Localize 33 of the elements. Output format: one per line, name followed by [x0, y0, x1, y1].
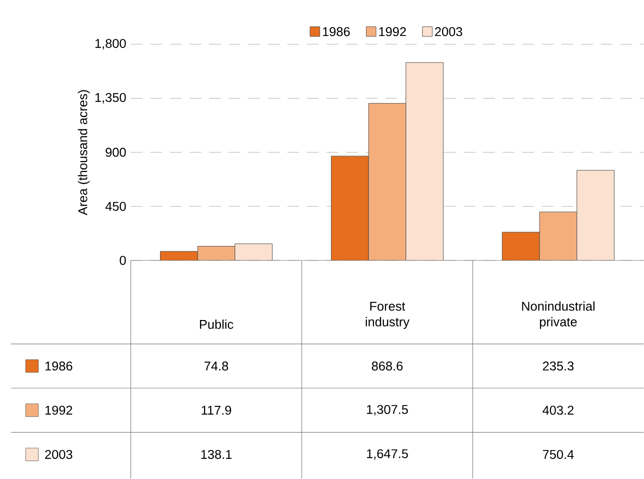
y-tick-label: 1,350: [95, 93, 126, 104]
data-label: 117.9: [202, 406, 232, 415]
bar: [368, 103, 406, 260]
data-label: 1,647.5: [366, 449, 408, 460]
data-label: 1,307.5: [366, 405, 408, 416]
bar: [576, 170, 614, 260]
data-label: 750.4: [542, 450, 574, 460]
bar: [160, 251, 198, 260]
text: 1986: [45, 362, 72, 371]
bar: [234, 244, 273, 260]
legend-label: 1992: [379, 27, 406, 36]
text: 1992: [45, 406, 72, 415]
x-tick-label: Forest industry: [366, 302, 410, 329]
bar: [406, 62, 444, 260]
y-tick-label: 900: [106, 148, 126, 157]
data-label: 74.8: [204, 362, 228, 371]
legend-label: 2003: [435, 27, 462, 36]
text: 2003: [45, 450, 72, 460]
data-label: 235.3: [542, 362, 574, 371]
y-tick-label: 450: [105, 202, 126, 211]
bar: [197, 246, 236, 260]
y-tick-label: 1,800: [95, 39, 126, 50]
y-tick-label: 0: [120, 256, 126, 265]
y-axis-title: Area (thousand acres): [78, 90, 90, 216]
bar: [330, 156, 369, 260]
legend-label: 1986: [322, 27, 350, 36]
data-label: 138.1: [201, 450, 232, 460]
bar: [539, 212, 578, 260]
x-tick-label: Public: [200, 320, 234, 329]
x-tick-label: Nonindustrial private: [522, 301, 594, 329]
data-label: 868.6: [372, 362, 403, 371]
bar: [502, 232, 540, 260]
data-label: 403.2: [542, 406, 574, 415]
